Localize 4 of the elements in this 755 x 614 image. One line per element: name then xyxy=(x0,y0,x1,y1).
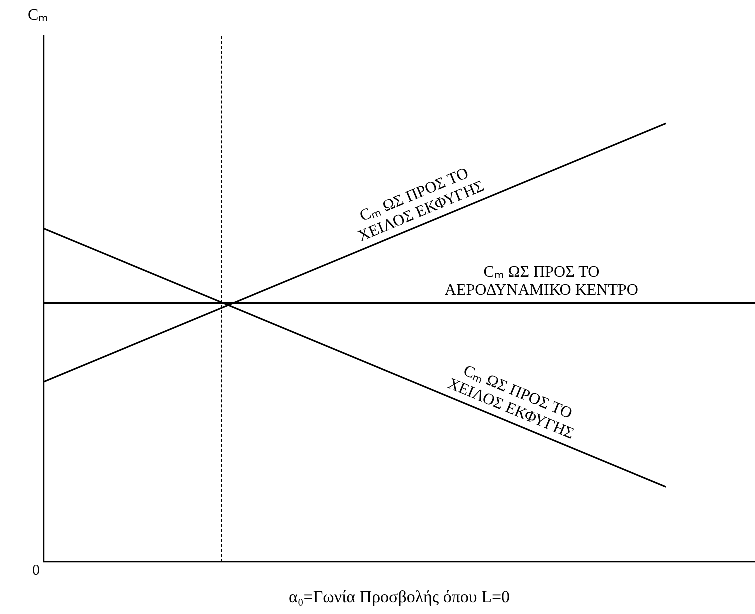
x-axis-title: α₀=Γωνία Προσβολής όπου L=0 xyxy=(288,587,510,606)
text: 0 xyxy=(32,563,40,580)
series-label: Cₘ ΩΣ ΠΡΟΣ ΤΟ ΑΕΡΟΔΥΝΑΜΙΚΟ ΚΕΝΤΡΟ xyxy=(444,264,638,300)
text: Cₘ xyxy=(28,7,49,24)
